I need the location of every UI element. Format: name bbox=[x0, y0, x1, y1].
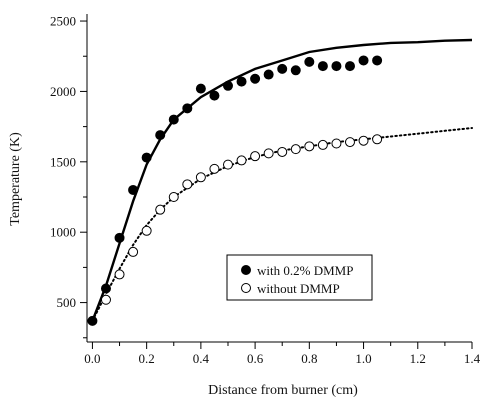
y-tick-label: 1500 bbox=[50, 154, 76, 169]
legend: with 0.2% DMMP without DMMP bbox=[226, 254, 373, 301]
point-without-dmmp bbox=[114, 269, 125, 280]
point-with-dmmp bbox=[182, 103, 193, 114]
point-without-dmmp bbox=[128, 246, 139, 257]
point-with-dmmp bbox=[277, 63, 288, 74]
point-without-dmmp bbox=[236, 155, 247, 166]
x-tick-label: 1.4 bbox=[464, 351, 481, 366]
point-with-dmmp bbox=[250, 73, 261, 84]
y-tick-label: 2000 bbox=[50, 84, 76, 99]
fit-line-with-dmmp bbox=[91, 38, 473, 322]
legend-marker-filled bbox=[241, 265, 251, 275]
point-without-dmmp bbox=[277, 146, 288, 157]
point-with-dmmp bbox=[209, 90, 220, 101]
point-with-dmmp bbox=[168, 114, 179, 125]
point-without-dmmp bbox=[195, 172, 206, 183]
point-with-dmmp bbox=[114, 232, 125, 243]
x-tick-label: 0.8 bbox=[301, 351, 317, 366]
legend-marker-open bbox=[241, 283, 251, 293]
x-tick-label: 0.0 bbox=[84, 351, 100, 366]
point-without-dmmp bbox=[290, 144, 301, 155]
y-tick-label: 500 bbox=[57, 295, 77, 310]
x-tick-label: 0.2 bbox=[139, 351, 155, 366]
point-with-dmmp bbox=[304, 56, 315, 67]
plot-frame bbox=[86, 14, 472, 343]
point-with-dmmp bbox=[195, 83, 206, 94]
y-axis-ticks: 500 1000 1500 2000 2500 bbox=[50, 14, 87, 339]
point-without-dmmp bbox=[358, 135, 369, 146]
point-without-dmmp bbox=[372, 134, 383, 145]
x-tick-label: 0.4 bbox=[193, 351, 210, 366]
point-without-dmmp bbox=[344, 137, 355, 148]
x-tick-label: 1.0 bbox=[355, 351, 371, 366]
point-with-dmmp bbox=[100, 283, 111, 294]
point-with-dmmp bbox=[372, 55, 383, 66]
y-tick-label: 1000 bbox=[50, 225, 76, 240]
point-with-dmmp bbox=[263, 69, 274, 80]
y-axis-title: Temperature (K) bbox=[8, 132, 23, 226]
legend-label-without-dmmp: without DMMP bbox=[257, 281, 340, 296]
x-axis-title: Distance from burner (cm) bbox=[208, 383, 358, 398]
point-with-dmmp bbox=[128, 184, 139, 195]
point-without-dmmp bbox=[141, 225, 152, 236]
point-without-dmmp bbox=[182, 179, 193, 190]
point-without-dmmp bbox=[209, 163, 220, 174]
point-with-dmmp bbox=[290, 65, 301, 76]
legend-box bbox=[226, 254, 373, 301]
point-with-dmmp bbox=[358, 55, 369, 66]
point-without-dmmp bbox=[222, 159, 233, 170]
point-without-dmmp bbox=[100, 294, 111, 305]
point-with-dmmp bbox=[141, 152, 152, 163]
point-without-dmmp bbox=[168, 192, 179, 203]
point-without-dmmp bbox=[317, 139, 328, 150]
point-with-dmmp bbox=[222, 80, 233, 91]
point-with-dmmp bbox=[317, 61, 328, 72]
point-with-dmmp bbox=[236, 76, 247, 87]
x-tick-label: 1.2 bbox=[410, 351, 426, 366]
point-without-dmmp bbox=[304, 141, 315, 152]
point-without-dmmp bbox=[263, 148, 274, 159]
point-without-dmmp bbox=[250, 151, 261, 162]
point-with-dmmp bbox=[87, 315, 98, 326]
point-without-dmmp bbox=[331, 138, 342, 149]
point-with-dmmp bbox=[155, 130, 166, 141]
legend-label-with-dmmp: with 0.2% DMMP bbox=[257, 263, 353, 278]
point-with-dmmp bbox=[344, 61, 355, 72]
data-markers bbox=[87, 55, 383, 326]
point-without-dmmp bbox=[155, 204, 166, 215]
x-tick-label: 0.6 bbox=[247, 351, 264, 366]
y-tick-label: 2500 bbox=[50, 14, 76, 29]
point-with-dmmp bbox=[331, 61, 342, 72]
x-axis-ticks: 0.0 0.2 0.4 0.6 0.8 1.0 1.2 1.4 bbox=[84, 342, 481, 366]
